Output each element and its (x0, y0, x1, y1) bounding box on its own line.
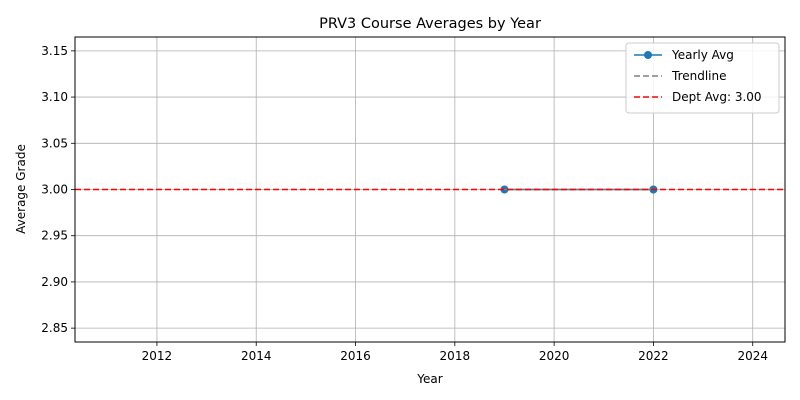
y-axis-label: Average Grade (14, 144, 28, 234)
y-tick-label: 3.15 (41, 44, 68, 58)
axis-ticks: 2012 2014 2016 2018 2020 2022 2024 2.85 2.90 2.95… (41, 44, 768, 363)
x-tick-label: 2016 (340, 349, 371, 363)
legend-box (625, 42, 780, 114)
legend-label: Trendline (671, 69, 727, 83)
x-tick-label: 2018 (440, 349, 471, 363)
legend-marker-yearly-avg (644, 51, 652, 59)
y-tick-label: 2.85 (41, 321, 68, 335)
chart-title: PRV3 Course Averages by Year (319, 16, 541, 32)
x-tick-label: 2012 (142, 349, 173, 363)
legend-label: Yearly Avg (671, 48, 734, 62)
y-tick-label: 2.95 (41, 229, 68, 243)
y-tick-label: 3.10 (41, 90, 68, 104)
y-tick-label: 2.90 (41, 275, 68, 289)
x-tick-label: 2014 (241, 349, 272, 363)
x-axis-label: Year (416, 372, 442, 386)
y-tick-label: 3.05 (41, 136, 68, 150)
plot-data (75, 185, 785, 194)
legend-label: Dept Avg: 3.00 (672, 90, 762, 104)
x-tick-label: 2022 (638, 349, 669, 363)
x-tick-label: 2024 (737, 349, 768, 363)
x-tick-label: 2020 (539, 349, 570, 363)
y-tick-label: 3.00 (41, 183, 68, 197)
legend: Yearly Avg Trendline Dept Avg: 3.00 (625, 42, 780, 114)
